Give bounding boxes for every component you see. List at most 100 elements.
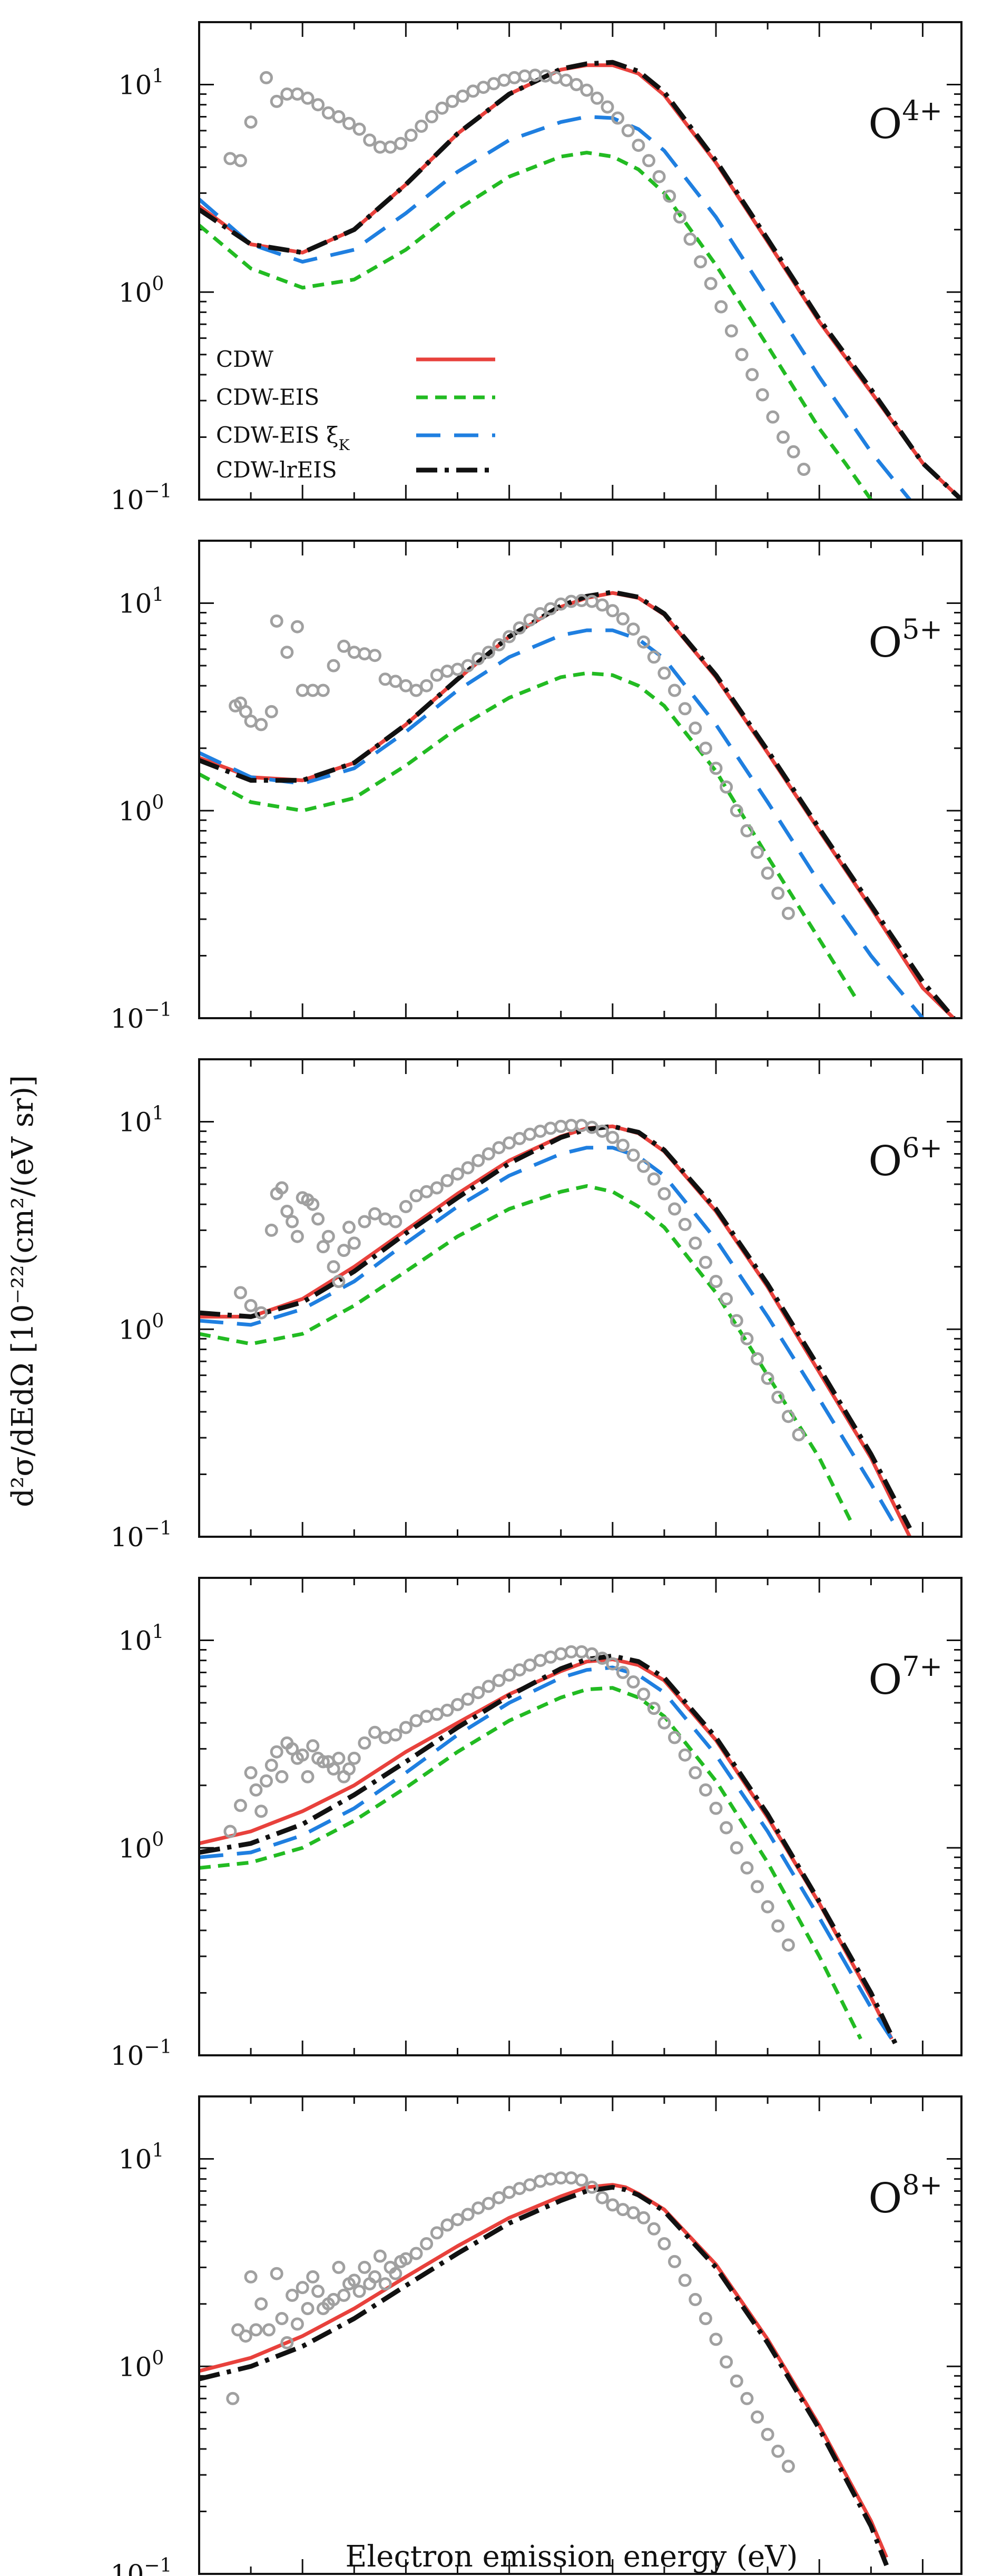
series-cdw [199, 2183, 889, 2559]
legend-item: CDW-EIS ξK [216, 422, 495, 454]
data-point [378, 1212, 392, 1226]
series-cdw-eis [199, 671, 860, 1003]
data-point [606, 604, 620, 618]
curves [199, 1124, 912, 1537]
data-point [368, 1725, 381, 1739]
series-cdw-eis-k [199, 1146, 899, 1529]
data-point [534, 1125, 547, 1138]
data-point [327, 1260, 340, 1274]
data-point [616, 1666, 630, 1679]
data-point [781, 1938, 795, 1952]
data-point [472, 1686, 485, 1700]
data-point [466, 84, 480, 98]
data-point [384, 140, 397, 154]
data-point [626, 1148, 640, 1162]
data-point [626, 1675, 640, 1689]
data-point [606, 1130, 620, 1144]
data-point [275, 1181, 289, 1195]
data-point [575, 1645, 588, 1658]
data-point [234, 1799, 247, 1812]
data-point [544, 602, 557, 616]
data-point [440, 2218, 454, 2232]
data-point [226, 2392, 240, 2405]
data-point [777, 431, 790, 444]
data-point [368, 649, 381, 662]
data-point [751, 1880, 764, 1894]
legend-label: CDW-EIS ξK [216, 422, 350, 454]
data-point [290, 620, 304, 633]
plot-frame [198, 540, 962, 1019]
ion-label: O4+ [868, 95, 942, 148]
data-point [689, 2292, 702, 2306]
data-point [332, 110, 346, 123]
data-point [606, 1657, 620, 1671]
data-point [264, 1759, 278, 1772]
data-point [254, 2297, 268, 2311]
data-point [745, 368, 759, 382]
data-point [792, 1428, 806, 1441]
data-point [482, 1147, 495, 1160]
data-point [378, 2277, 392, 2291]
data-point [606, 2198, 620, 2212]
plot-frame [198, 1577, 962, 2056]
data-point [534, 607, 547, 620]
y-tick-label: 10−1 [111, 481, 172, 515]
series-cdw [199, 591, 955, 1018]
data-point [337, 639, 351, 653]
data-point [260, 1774, 273, 1788]
data-point [316, 684, 330, 697]
data-point [735, 348, 749, 362]
data-point [492, 1141, 506, 1155]
series-cdw-eis [199, 1686, 862, 2040]
data-point [389, 675, 402, 688]
data-point [290, 87, 304, 101]
series-cdw-eis-k [199, 115, 911, 500]
data-point [534, 2174, 547, 2188]
data-point [260, 71, 273, 84]
data-point [280, 87, 294, 101]
y-tick-label: 101 [119, 2140, 164, 2175]
data-point [740, 1332, 754, 1345]
data-point [761, 2427, 774, 2441]
data-point [290, 1230, 304, 1243]
y-ticks [198, 1577, 961, 2056]
data-point [249, 1783, 263, 1797]
data-point [430, 1707, 444, 1721]
data-point [378, 672, 392, 686]
data-point [286, 1742, 299, 1755]
data-point [668, 1202, 681, 1216]
data-point [249, 2323, 263, 2337]
data-point [368, 2270, 381, 2284]
data-point [239, 2329, 252, 2343]
data-point [761, 866, 774, 880]
data-point [358, 2260, 371, 2274]
data-point [523, 613, 537, 627]
data-point [647, 1172, 661, 1186]
data-point [306, 1739, 320, 1753]
data-point [234, 1286, 247, 1300]
data-point [689, 1766, 702, 1780]
data-point [472, 652, 485, 666]
data-point [352, 2285, 366, 2298]
data-point [720, 2355, 733, 2369]
legend-label: CDW-EIS [216, 384, 319, 410]
data-point [616, 1138, 630, 1152]
data-point [363, 133, 377, 147]
y-tick-label: 10−1 [111, 1518, 172, 1553]
data-point [239, 705, 252, 718]
legend-item: CDW [216, 346, 495, 372]
y-tick-label: 100 [119, 1310, 164, 1345]
y-tick-label: 100 [119, 792, 164, 826]
data-point [626, 622, 640, 636]
series-cdw [199, 1124, 912, 1537]
data-point [358, 647, 371, 661]
data-point [440, 665, 454, 678]
data-point [595, 2191, 609, 2204]
data-point [430, 668, 444, 682]
series-cdw-lreis [199, 1653, 899, 2048]
curves [199, 1653, 899, 2048]
data-point [751, 1352, 764, 1365]
data-point [290, 2317, 304, 2331]
data-point [430, 2226, 444, 2240]
